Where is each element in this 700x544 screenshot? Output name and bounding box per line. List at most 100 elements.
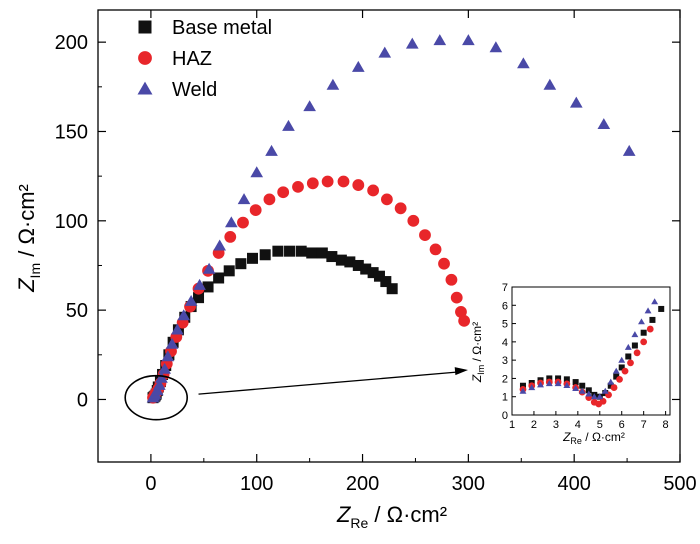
data-point: [394, 202, 407, 215]
inset-y-axis-label-main: Z: [470, 374, 484, 383]
inset-data-point: [612, 367, 620, 374]
inset-y-tick-label: 0: [502, 410, 508, 422]
data-point: [223, 265, 235, 277]
data-point: [405, 37, 419, 49]
main-plot-marks: [146, 34, 636, 404]
data-point: [284, 245, 296, 257]
data-point: [316, 247, 328, 259]
inset-data-point: [651, 298, 659, 305]
data-point: [202, 281, 214, 293]
inset-x-axis-label: ZRe / Ω·cm²: [562, 430, 625, 446]
inset-x-tick-label: 7: [641, 419, 647, 431]
y-axis-label-unit: / Ω·cm²: [14, 184, 39, 263]
inset-y-axis-label-unit: / Ω·cm²: [470, 322, 484, 365]
data-point: [213, 239, 227, 251]
data-point: [237, 193, 251, 205]
inset-data-point: [563, 381, 571, 388]
inset-data-point: [618, 364, 625, 371]
annotation-arrow-head: [454, 367, 468, 376]
y-tick-label: 200: [55, 32, 88, 54]
inset-x-tick-label: 4: [575, 419, 581, 431]
inset-data-point: [546, 375, 553, 382]
inset-data-point: [528, 384, 536, 391]
data-point: [445, 273, 458, 286]
inset-y-tick-label: 3: [502, 355, 508, 367]
inset-series-weld: [519, 298, 659, 400]
inset-data-point: [585, 387, 592, 394]
inset-data-point: [624, 343, 632, 350]
data-point: [326, 251, 338, 263]
data-point: [295, 245, 307, 257]
inset-plot-marks: [519, 298, 665, 408]
inset-x-tick-label: 1: [509, 419, 515, 431]
data-point: [321, 175, 334, 188]
inset-x-tick-label: 3: [553, 419, 559, 431]
y-axis-label: ZIm / Ω·cm²: [14, 184, 43, 293]
data-point: [259, 249, 271, 261]
inset-x-tick-label: 6: [619, 419, 625, 431]
data-point: [622, 144, 636, 156]
y-axis-label-main: Z: [14, 277, 39, 293]
inset-y-tick-label: 4: [502, 337, 508, 349]
data-point: [458, 314, 471, 327]
data-point: [455, 306, 467, 318]
data-point: [237, 216, 249, 229]
legend-label: HAZ: [172, 48, 212, 70]
inset-data-point: [640, 338, 648, 346]
inset-data-point: [519, 382, 526, 389]
inset-data-point: [590, 393, 598, 400]
inset-x-tick-label: 5: [597, 419, 603, 431]
data-point: [450, 291, 463, 304]
inset-data-point: [616, 375, 623, 383]
data-point: [292, 180, 304, 193]
data-point: [489, 41, 503, 53]
inset-data-point: [644, 307, 652, 314]
data-point: [367, 184, 380, 197]
data-point: [462, 34, 475, 46]
data-point: [246, 252, 258, 264]
y-tick-label: 150: [55, 121, 88, 143]
data-point: [380, 276, 392, 288]
data-point: [250, 166, 264, 178]
x-axis-label-unit: / Ω·cm²: [368, 502, 447, 527]
data-point: [161, 350, 175, 362]
x-axis-label: ZRe / Ω·cm²: [336, 502, 447, 531]
data-point: [378, 46, 392, 58]
inset-y-axis-label-sub: Im: [476, 365, 486, 375]
annotation-arrow-line: [198, 371, 459, 395]
legend-marker-weld: [137, 81, 153, 95]
legend-marker-haz: [138, 51, 152, 65]
inset-data-point: [631, 342, 638, 349]
x-axis-label-main: Z: [336, 502, 352, 527]
data-point: [597, 118, 611, 130]
data-point: [351, 60, 365, 72]
inset-y-tick-label: 7: [502, 282, 508, 294]
inset-data-point: [658, 305, 665, 312]
inset-data-point: [625, 353, 632, 360]
data-point: [419, 229, 431, 242]
x-axis-label-sub: Re: [350, 515, 368, 531]
data-point: [249, 204, 262, 216]
legend-label: Base metal: [172, 17, 272, 39]
data-point: [193, 278, 206, 290]
data-point: [367, 267, 379, 279]
inset-data-point: [555, 375, 562, 382]
data-point: [407, 214, 420, 227]
data-point: [153, 378, 166, 390]
data-point: [155, 371, 168, 383]
inset-data-point: [596, 393, 604, 400]
inset-data-point: [649, 316, 656, 323]
data-point: [543, 78, 557, 90]
inset-data-point: [607, 382, 614, 389]
data-point: [438, 257, 450, 270]
legend: Base metal HAZ Weld: [137, 17, 272, 101]
inset-data-point: [607, 378, 615, 385]
plot-frame: [97, 9, 681, 463]
inset-data-point: [563, 376, 570, 383]
inset-data-point: [601, 387, 609, 394]
data-point: [263, 193, 276, 206]
data-point: [184, 294, 198, 306]
x-tick-label: 200: [346, 473, 379, 495]
data-point: [373, 270, 385, 282]
data-point: [235, 258, 247, 270]
